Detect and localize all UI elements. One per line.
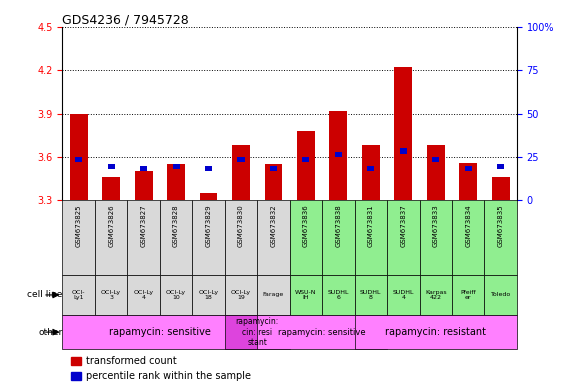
Bar [173,164,179,169]
Bar [140,166,147,171]
Text: OCI-Ly
4: OCI-Ly 4 [133,290,154,300]
Bar [225,315,290,349]
Bar [127,200,160,275]
Text: SUDHL
6: SUDHL 6 [328,290,349,300]
Text: GSM673828: GSM673828 [173,204,179,247]
Bar [394,67,412,200]
Bar [290,200,322,275]
Bar [335,152,342,157]
Bar [354,200,387,275]
Bar [107,164,115,169]
Bar [322,200,354,275]
Text: Toledo: Toledo [491,293,511,298]
Bar [354,315,517,349]
Text: OCI-Ly
19: OCI-Ly 19 [231,290,251,300]
Bar [193,275,225,315]
Text: GSM673833: GSM673833 [433,204,438,247]
Bar [427,146,445,200]
Text: OCI-Ly
10: OCI-Ly 10 [166,290,186,300]
Bar [452,275,485,315]
Text: GSM673838: GSM673838 [335,204,341,247]
Bar [205,166,212,171]
Bar [420,275,452,315]
Bar [270,166,277,171]
Bar [75,157,82,162]
Bar [95,275,127,315]
Bar [290,275,322,315]
Text: GSM673835: GSM673835 [498,204,504,247]
Bar [492,177,509,200]
Text: GSM673831: GSM673831 [368,204,374,247]
Bar [322,275,354,315]
Text: GSM673827: GSM673827 [141,204,147,247]
Bar [367,166,374,171]
Bar [420,200,452,275]
Text: other: other [38,328,62,337]
Text: OCI-Ly
18: OCI-Ly 18 [198,290,219,300]
Text: GSM673830: GSM673830 [238,204,244,247]
Text: Farage: Farage [263,293,284,298]
Bar [452,200,485,275]
Text: GSM673829: GSM673829 [206,204,211,247]
Text: WSU-N
IH: WSU-N IH [295,290,316,300]
Bar [387,275,420,315]
Bar [62,275,95,315]
Bar [199,193,218,200]
Bar [257,200,290,275]
Bar [232,146,250,200]
Text: GSM673834: GSM673834 [465,204,471,247]
Legend: transformed count, percentile rank within the sample: transformed count, percentile rank withi… [68,353,254,384]
Bar [400,148,407,154]
Bar [354,275,387,315]
Bar [225,275,257,315]
Bar [62,315,257,349]
Bar [497,164,504,169]
Text: GSM673825: GSM673825 [76,204,82,247]
Text: GSM673832: GSM673832 [270,204,277,247]
Bar [70,114,87,200]
Text: Pfeiff
er: Pfeiff er [461,290,476,300]
Text: OCI-Ly
3: OCI-Ly 3 [101,290,121,300]
Bar [225,200,257,275]
Text: rapamycin: resistant: rapamycin: resistant [385,327,486,337]
Bar [460,163,477,200]
Text: Karpas
422: Karpas 422 [425,290,446,300]
Bar [329,111,347,200]
Text: rapamycin: sensitive: rapamycin: sensitive [278,328,366,337]
Bar [135,172,153,200]
Bar [160,200,193,275]
Bar [193,200,225,275]
Bar [297,131,315,200]
Bar [167,164,185,200]
Text: GSM673837: GSM673837 [400,204,406,247]
Text: GDS4236 / 7945728: GDS4236 / 7945728 [62,14,189,27]
Bar [160,275,193,315]
Bar [485,200,517,275]
Text: SUDHL
8: SUDHL 8 [360,290,382,300]
Text: rapamycin: sensitive: rapamycin: sensitive [109,327,211,337]
Bar [432,157,439,162]
Bar [127,275,160,315]
Bar [237,157,245,162]
Bar [302,157,310,162]
Bar [362,146,380,200]
Text: GSM673826: GSM673826 [108,204,114,247]
Text: OCI-
Ly1: OCI- Ly1 [72,290,85,300]
Bar [257,315,387,349]
Bar [387,200,420,275]
Bar [465,166,472,171]
Bar [95,200,127,275]
Text: cell line: cell line [27,290,62,300]
Bar [485,275,517,315]
Bar [265,164,282,200]
Text: GSM673836: GSM673836 [303,204,309,247]
Text: rapamycin:
cin: resi
stant: rapamycin: cin: resi stant [236,317,279,347]
Bar [102,177,120,200]
Text: SUDHL
4: SUDHL 4 [392,290,414,300]
Bar [257,275,290,315]
Bar [62,200,95,275]
